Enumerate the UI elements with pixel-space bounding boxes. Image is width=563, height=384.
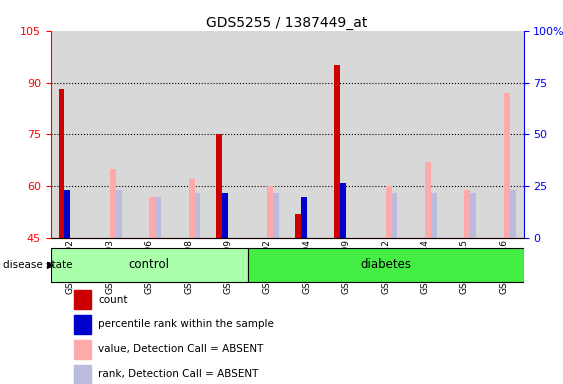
Bar: [267, 186, 273, 238]
Bar: [301, 197, 307, 238]
Bar: [510, 190, 516, 238]
Text: percentile rank within the sample: percentile rank within the sample: [98, 319, 274, 329]
Bar: [51, 248, 248, 282]
Bar: [391, 193, 397, 238]
Bar: [194, 193, 200, 238]
Text: count: count: [98, 295, 127, 305]
Bar: [74, 365, 91, 384]
Bar: [295, 214, 301, 238]
Bar: [340, 183, 346, 238]
Text: disease state: disease state: [3, 260, 72, 270]
Bar: [431, 193, 437, 238]
Bar: [116, 190, 122, 238]
Bar: [74, 290, 91, 309]
Title: GDS5255 / 1387449_at: GDS5255 / 1387449_at: [207, 16, 368, 30]
Bar: [74, 315, 91, 334]
Bar: [155, 197, 161, 238]
Bar: [64, 190, 70, 238]
Text: ▶: ▶: [47, 260, 54, 270]
Bar: [189, 179, 194, 238]
Bar: [216, 134, 222, 238]
Text: control: control: [129, 258, 169, 271]
Bar: [425, 162, 431, 238]
Text: rank, Detection Call = ABSENT: rank, Detection Call = ABSENT: [98, 369, 258, 379]
Text: value, Detection Call = ABSENT: value, Detection Call = ABSENT: [98, 344, 263, 354]
Bar: [149, 197, 155, 238]
Bar: [273, 193, 279, 238]
Bar: [470, 193, 476, 238]
Bar: [222, 193, 228, 238]
Text: diabetes: diabetes: [360, 258, 411, 271]
Bar: [248, 248, 524, 282]
Bar: [464, 190, 470, 238]
Bar: [74, 340, 91, 359]
Bar: [59, 89, 64, 238]
Bar: [110, 169, 115, 238]
Bar: [504, 93, 510, 238]
Bar: [386, 186, 391, 238]
Bar: [334, 65, 340, 238]
